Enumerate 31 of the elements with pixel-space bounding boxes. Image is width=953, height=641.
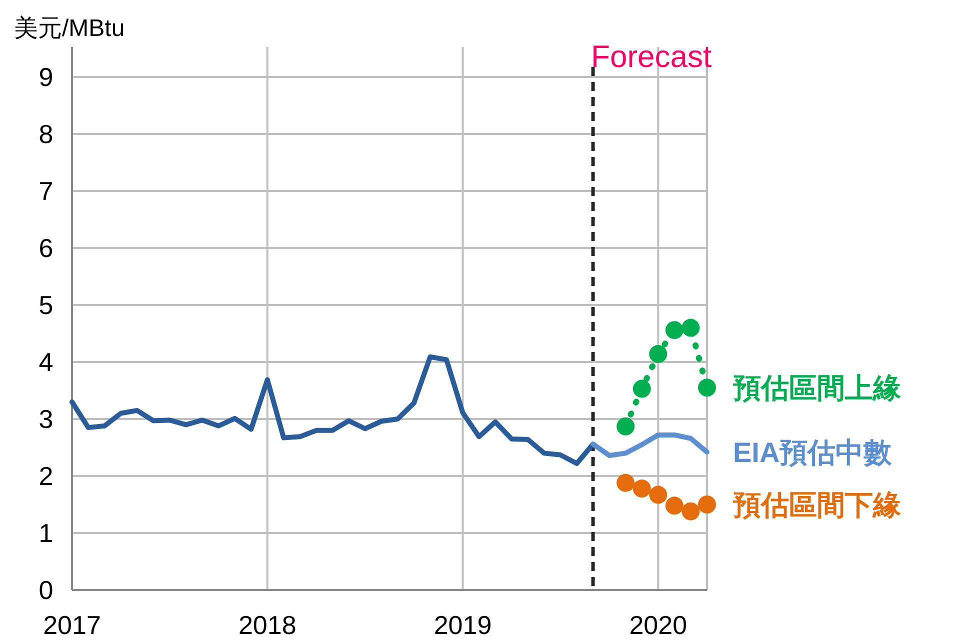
series-label: 預估區間上緣 xyxy=(732,372,902,404)
y-tick-label: 6 xyxy=(38,233,54,263)
point xyxy=(649,486,668,504)
point xyxy=(682,318,700,337)
y-tick-label: 2 xyxy=(38,461,54,491)
x-tick-label: 2019 xyxy=(434,610,492,640)
y-tick-label: 8 xyxy=(38,119,54,149)
y-tick-label: 1 xyxy=(38,518,54,548)
point xyxy=(682,502,700,520)
y-tick-label: 4 xyxy=(38,347,54,377)
y-tick-label: 0 xyxy=(38,575,54,605)
x-tick-label: 2020 xyxy=(629,610,688,640)
y-axis-title: 美元/MBtu xyxy=(14,15,125,42)
series-label: EIA預估中數 xyxy=(733,437,893,468)
x-tick-label: 2017 xyxy=(43,610,101,640)
ref-line-label: Forecast xyxy=(591,39,712,74)
y-tick-label: 7 xyxy=(38,176,54,206)
point xyxy=(632,380,651,398)
point xyxy=(616,417,635,436)
y-tick-label: 5 xyxy=(38,290,54,320)
x-tick-label: 2018 xyxy=(238,610,296,640)
y-tick-label: 3 xyxy=(38,404,54,434)
point xyxy=(665,496,684,515)
point xyxy=(632,480,651,498)
point xyxy=(649,345,668,364)
y-tick-label: 9 xyxy=(38,62,54,92)
point xyxy=(698,496,716,514)
point xyxy=(616,474,635,492)
series-label: 預估區間下緣 xyxy=(732,490,902,520)
point xyxy=(665,321,684,340)
point xyxy=(698,378,716,397)
